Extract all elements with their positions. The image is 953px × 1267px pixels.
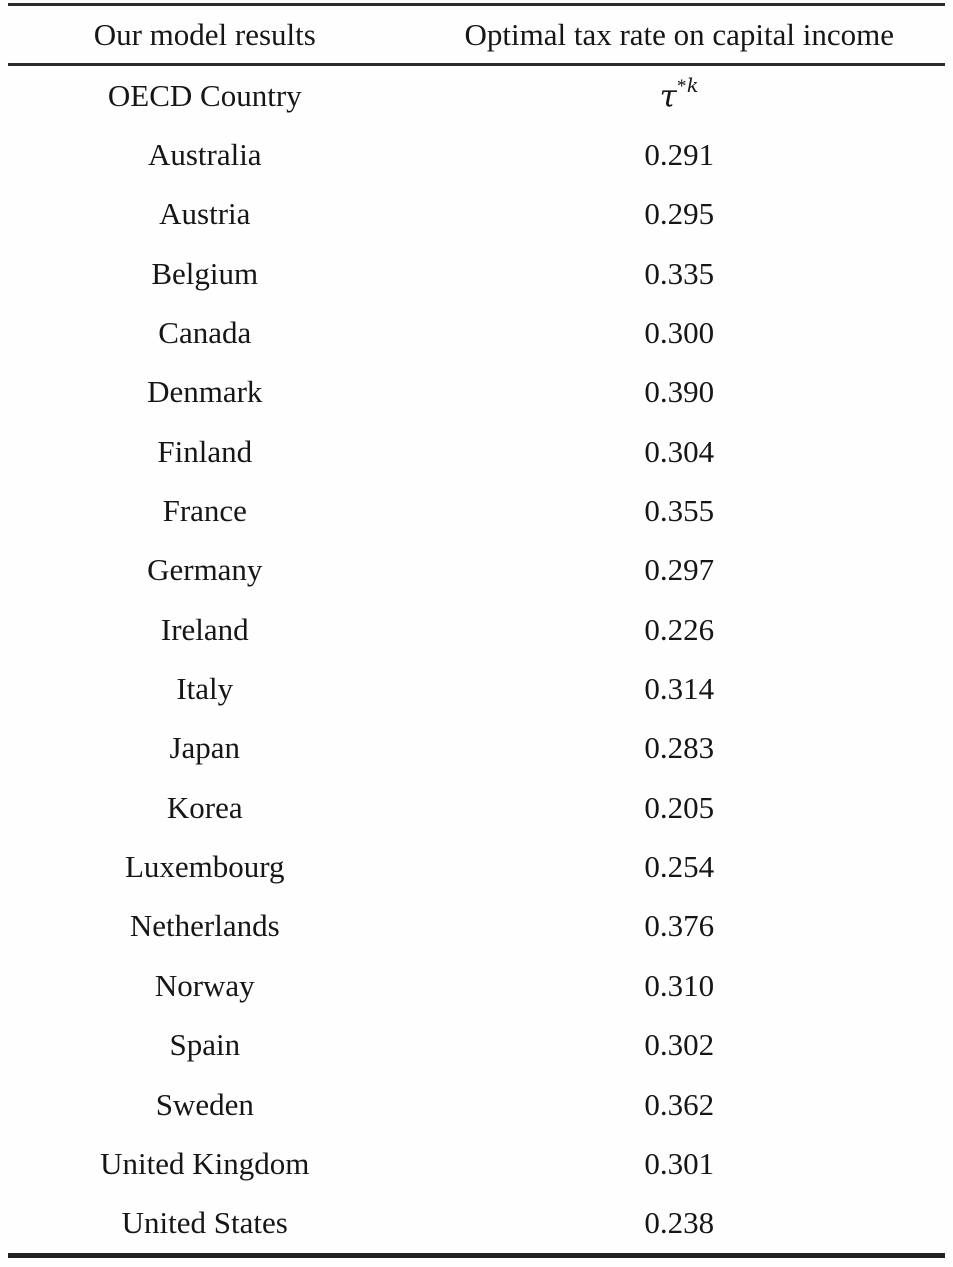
tau-superscript: *k — [676, 74, 699, 98]
table-row: Belgium 0.335 — [8, 244, 945, 303]
country-cell: Netherlands — [129, 908, 280, 944]
table-bottom-rule — [8, 1253, 945, 1258]
value-cell: 0.355 — [644, 493, 715, 529]
value-cell: 0.302 — [644, 1027, 715, 1063]
value-cell: 0.301 — [644, 1145, 715, 1181]
table-subheader-row: OECD Country τ*k — [8, 66, 945, 125]
country-cell: Luxembourg — [124, 849, 285, 885]
table-body: OECD Country τ*k Australia 0.291 Austria… — [8, 66, 945, 1253]
country-cell: Norway — [154, 967, 255, 1003]
value-cell: 0.291 — [644, 137, 715, 173]
country-cell: Ireland — [160, 611, 249, 647]
table-row: Canada 0.300 — [8, 303, 945, 362]
table-header-rule — [8, 63, 945, 66]
value-cell: 0.362 — [644, 1086, 715, 1122]
table-row: Denmark 0.390 — [8, 363, 945, 422]
table-row: Ireland 0.226 — [8, 600, 945, 659]
header-model-results: Our model results — [93, 16, 316, 52]
country-cell: Canada — [158, 315, 252, 351]
tau-sup-star: * — [676, 76, 687, 98]
tau-sup-k: k — [686, 74, 699, 98]
country-cell: Denmark — [147, 374, 263, 410]
country-cell: Austria — [159, 196, 251, 232]
value-cell: 0.304 — [644, 433, 715, 469]
table-row: Japan 0.283 — [8, 719, 945, 778]
value-cell: 0.300 — [644, 315, 715, 351]
country-cell: Germany — [147, 552, 263, 588]
value-cell: 0.314 — [644, 671, 715, 707]
table-row: Luxembourg 0.254 — [8, 837, 945, 896]
country-cell: United States — [121, 1205, 288, 1241]
country-cell: Spain — [169, 1027, 241, 1063]
value-cell: 0.205 — [644, 789, 715, 825]
country-cell: Italy — [176, 671, 234, 707]
table-row: Austria 0.295 — [8, 185, 945, 244]
country-cell: Japan — [169, 730, 241, 766]
value-cell: 0.390 — [644, 374, 715, 410]
table-row: France 0.355 — [8, 481, 945, 540]
table-row: Korea 0.205 — [8, 778, 945, 837]
table-row: Italy 0.314 — [8, 659, 945, 718]
header-optimal-tax-rate: Optimal tax rate on capital income — [464, 16, 895, 52]
table-row: United States 0.238 — [8, 1194, 945, 1253]
country-cell: United Kingdom — [100, 1145, 310, 1181]
country-cell: Korea — [166, 789, 243, 825]
table-row: Netherlands 0.376 — [8, 897, 945, 956]
country-cell: Finland — [157, 433, 253, 469]
value-cell: 0.295 — [644, 196, 715, 232]
table-row: Germany 0.297 — [8, 541, 945, 600]
value-cell: 0.226 — [644, 611, 715, 647]
table-header-row: Our model results Optimal tax rate on ca… — [8, 6, 945, 63]
value-cell: 0.335 — [644, 255, 715, 291]
country-cell: Sweden — [155, 1086, 254, 1122]
table-row: Sweden 0.362 — [8, 1075, 945, 1134]
country-cell: Australia — [147, 137, 262, 173]
subheader-oecd-country: OECD Country — [107, 77, 302, 113]
table-row: Norway 0.310 — [8, 956, 945, 1015]
value-cell: 0.297 — [644, 552, 715, 588]
value-cell: 0.254 — [644, 849, 715, 885]
table-row: United Kingdom 0.301 — [8, 1134, 945, 1193]
table-row: Spain 0.302 — [8, 1016, 945, 1075]
country-cell: France — [162, 493, 247, 529]
subheader-tau-symbol: τ*k — [402, 74, 945, 115]
table-row: Australia 0.291 — [8, 125, 945, 184]
tau-base: τ — [659, 78, 677, 115]
value-cell: 0.283 — [644, 730, 715, 766]
value-cell: 0.376 — [644, 908, 715, 944]
table-row: Finland 0.304 — [8, 422, 945, 481]
value-cell: 0.310 — [644, 967, 715, 1003]
country-cell: Belgium — [151, 255, 259, 291]
value-cell: 0.238 — [644, 1205, 715, 1241]
table-top-rule — [8, 3, 945, 6]
